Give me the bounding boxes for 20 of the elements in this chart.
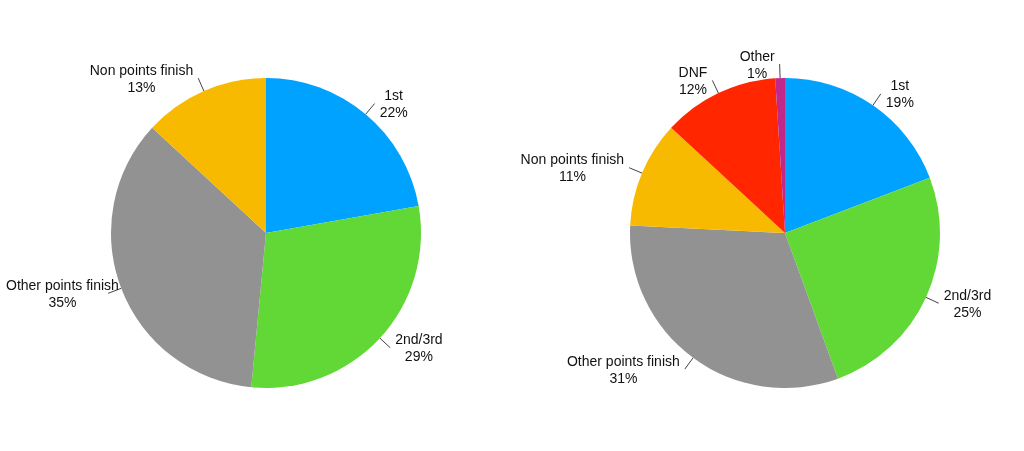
slice-label: Other points finish <box>566 352 680 369</box>
data-label: 31% <box>609 369 638 386</box>
data-label: 19% <box>885 94 914 111</box>
data-label: 22% <box>379 104 408 121</box>
slice-label: 2nd/3rd <box>943 286 992 303</box>
data-label: 11% <box>558 168 586 185</box>
slice-label: 1st <box>890 77 910 94</box>
data-label: 1% <box>747 64 768 81</box>
slice-label: Non points finish <box>89 61 194 78</box>
slice-label: Other <box>739 47 775 64</box>
data-label: 12% <box>678 80 707 97</box>
data-label: 25% <box>953 303 982 320</box>
data-label: 35% <box>48 293 77 310</box>
slice-label: 1st <box>384 87 404 104</box>
slice-label: Non points finish <box>520 151 625 168</box>
data-label: 13% <box>127 78 156 95</box>
slice-label: DNF <box>678 63 708 80</box>
slice-label: Other points finish <box>6 276 119 293</box>
data-label: 29% <box>404 348 433 365</box>
slice-label: 2nd/3rd <box>395 331 443 348</box>
